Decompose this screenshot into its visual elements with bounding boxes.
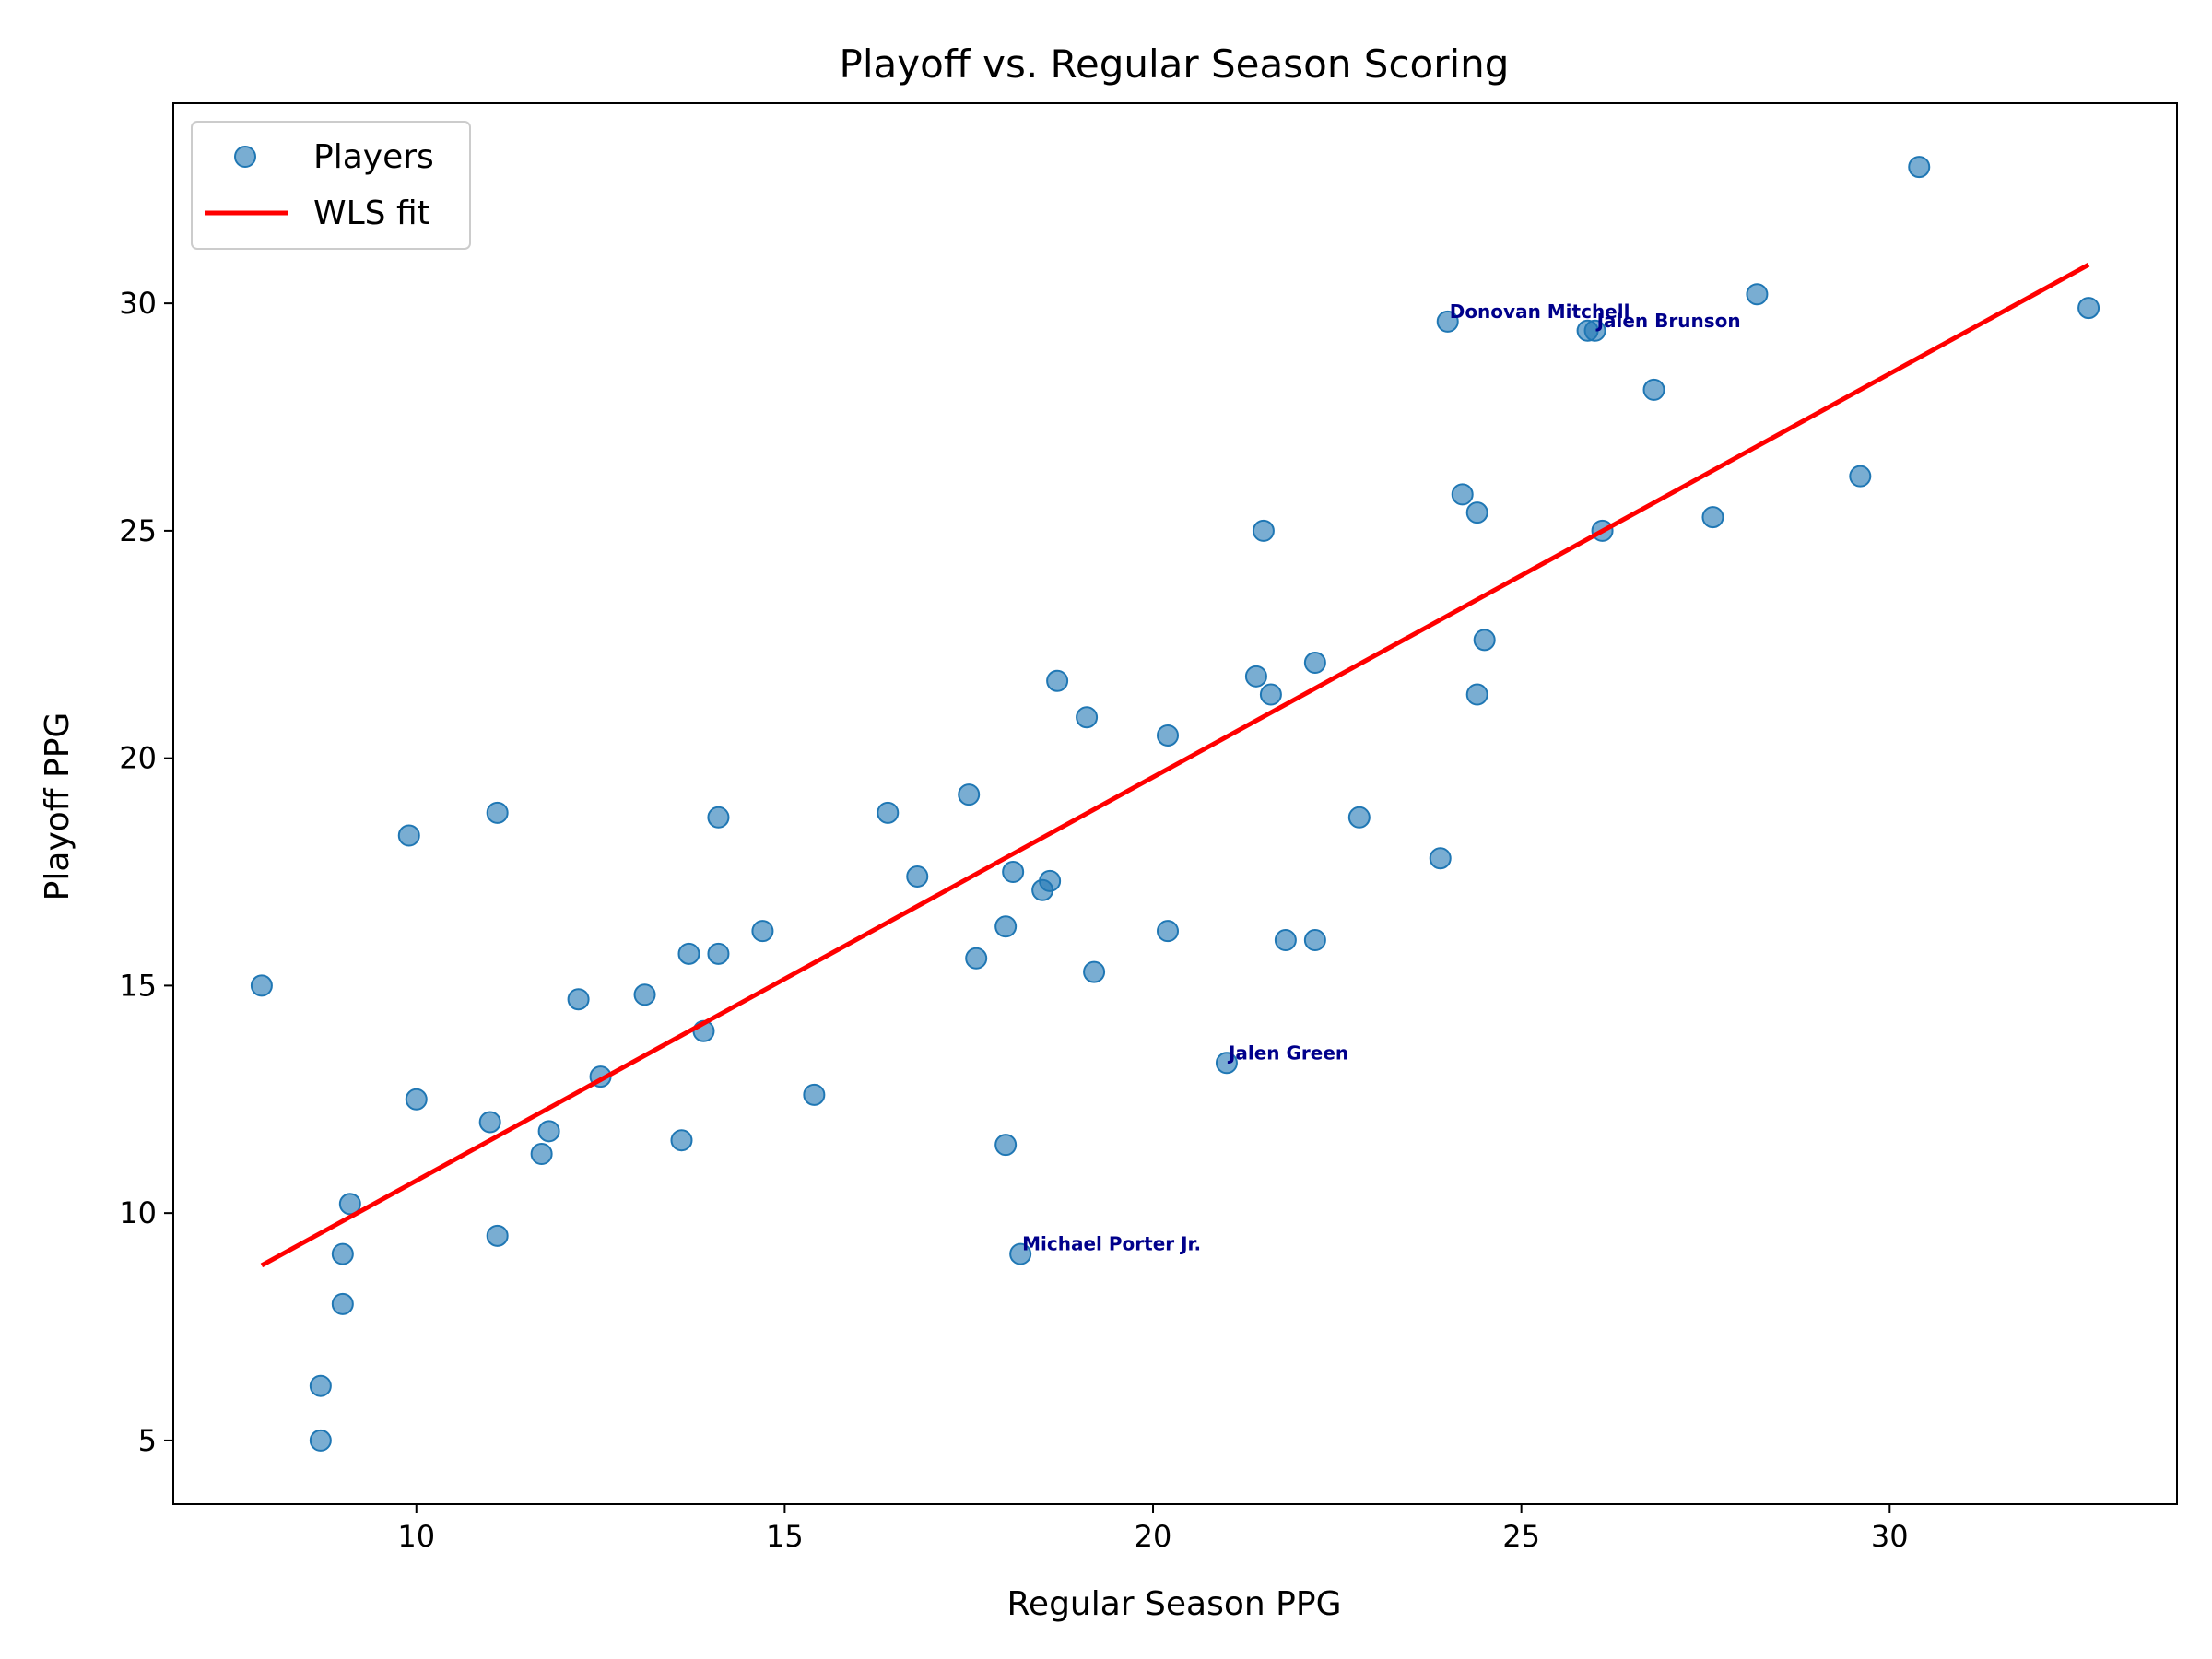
y-axis-label: Playoff PPG: [39, 712, 76, 901]
y-tick-label: 10: [119, 1195, 157, 1230]
scatter-point: [1451, 483, 1474, 506]
legend: Players WLS fit: [191, 121, 471, 250]
scatter-point: [1908, 156, 1931, 179]
wls-fit-line: [260, 263, 2090, 1268]
scatter-point: [707, 806, 730, 829]
scatter-point: [1039, 869, 1062, 892]
y-tick-label: 30: [119, 286, 157, 321]
scatter-point: [633, 983, 656, 1006]
scatter-point: [1746, 283, 1769, 306]
point-annotation: Michael Porter Jr.: [1022, 1233, 1201, 1255]
scatter-point: [1465, 501, 1488, 524]
scatter-point: [530, 1143, 553, 1165]
point-annotation: Jalen Brunson: [1595, 310, 1741, 332]
scatter-point: [994, 1134, 1018, 1157]
x-tick-label: 20: [1135, 1519, 1172, 1554]
scatter-point: [1303, 652, 1326, 675]
scatter-point: [1642, 378, 1665, 401]
scatter-point: [567, 988, 590, 1011]
y-tick-label: 25: [119, 513, 157, 548]
x-axis-label: Regular Season PPG: [1007, 1585, 1342, 1623]
scatter-point: [1157, 920, 1180, 943]
scatter-point: [338, 1193, 361, 1216]
scatter-point: [1083, 960, 1106, 983]
scatter-point: [309, 1429, 332, 1452]
point-annotation: Jalen Green: [1227, 1041, 1348, 1064]
scatter-point: [1583, 319, 1606, 342]
scatter-point: [751, 920, 774, 943]
scatter-point: [309, 1374, 332, 1397]
scatter-point: [2077, 297, 2100, 320]
point-annotation: Donovan Mitchell: [1450, 300, 1630, 323]
scatter-point: [1347, 806, 1371, 829]
scatter-point: [994, 915, 1018, 938]
scatter-point: [1473, 629, 1496, 652]
scatter-point: [1274, 929, 1297, 952]
legend-marker-players: [234, 146, 256, 168]
scatter-point: [965, 947, 988, 970]
scatter-point: [958, 783, 981, 806]
legend-box: [191, 121, 471, 250]
scatter-point: [1429, 847, 1452, 870]
x-tick-label: 30: [1871, 1519, 1909, 1554]
scatter-point: [670, 1129, 693, 1152]
x-tick-label: 25: [1502, 1519, 1540, 1554]
legend-label-wls: WLS fit: [313, 194, 430, 232]
x-tick-label: 10: [397, 1519, 435, 1554]
y-tick-label: 5: [138, 1423, 157, 1458]
scatter-point: [906, 865, 929, 888]
scatter-point: [877, 801, 900, 824]
scatter-point: [1436, 310, 1459, 333]
scatter-point: [1701, 506, 1724, 529]
y-tick-label: 15: [119, 968, 157, 1003]
scatter-point: [331, 1292, 354, 1315]
scatter-point: [1046, 669, 1069, 692]
scatter-point: [537, 1120, 560, 1143]
scatter-point: [250, 974, 273, 997]
legend-label-players: Players: [313, 138, 434, 176]
scatter-point: [1076, 706, 1099, 729]
axes-frame: [172, 102, 2178, 1505]
scatter-point: [1303, 929, 1326, 952]
y-tick-label: 20: [119, 741, 157, 776]
scatter-point: [486, 801, 509, 824]
scatter-point: [478, 1111, 501, 1134]
scatter-point: [1244, 665, 1267, 688]
scatter-point: [803, 1083, 826, 1106]
scatter-point: [397, 824, 420, 847]
x-tick-label: 15: [766, 1519, 804, 1554]
chart-title: Playoff vs. Regular Season Scoring: [840, 41, 1510, 87]
scatter-point: [331, 1242, 354, 1265]
scatter-point: [1252, 519, 1275, 542]
scatter-point: [486, 1224, 509, 1247]
scatter-point: [1002, 861, 1025, 884]
scatter-point: [1259, 683, 1282, 706]
scatter-point: [1215, 1052, 1238, 1075]
scatter-point: [1009, 1242, 1032, 1265]
scatter-point: [1157, 724, 1180, 747]
scatter-point: [1465, 683, 1488, 706]
scatter-point: [1849, 465, 1872, 488]
scatter-point: [677, 942, 700, 965]
scatter-point: [707, 942, 730, 965]
scatter-point: [405, 1088, 428, 1111]
